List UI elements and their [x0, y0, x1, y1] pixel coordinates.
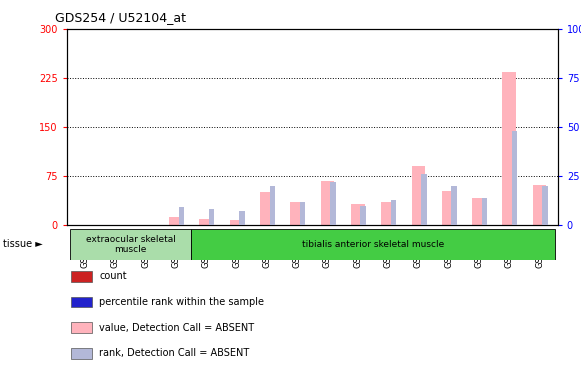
Bar	[482, 198, 487, 225]
Bar	[533, 184, 546, 225]
Bar	[300, 202, 306, 225]
Text: GDS254 / U52104_at: GDS254 / U52104_at	[55, 11, 186, 24]
Bar	[351, 204, 364, 225]
Bar	[178, 208, 184, 225]
Bar	[191, 229, 555, 260]
Bar	[169, 217, 183, 225]
Bar	[503, 72, 516, 225]
Text: percentile rank within the sample: percentile rank within the sample	[99, 297, 264, 307]
Bar	[260, 193, 274, 225]
Text: tissue ►: tissue ►	[3, 239, 42, 249]
Text: extraocular skeletal
muscle: extraocular skeletal muscle	[85, 235, 175, 254]
Bar	[421, 174, 426, 225]
Bar	[321, 181, 334, 225]
Text: rank, Detection Call = ABSENT: rank, Detection Call = ABSENT	[99, 348, 250, 358]
Bar	[70, 229, 191, 260]
Bar	[71, 296, 92, 307]
Text: tibialis anterior skeletal muscle: tibialis anterior skeletal muscle	[302, 240, 444, 249]
Bar	[472, 198, 486, 225]
Bar	[360, 206, 366, 225]
Bar	[442, 191, 456, 225]
Bar	[229, 220, 243, 225]
Bar	[330, 182, 336, 225]
Bar	[411, 166, 425, 225]
Bar	[512, 131, 518, 225]
Bar	[71, 271, 92, 282]
Bar	[391, 199, 396, 225]
Text: count: count	[99, 271, 127, 281]
Bar	[451, 186, 457, 225]
Bar	[270, 186, 275, 225]
Text: value, Detection Call = ABSENT: value, Detection Call = ABSENT	[99, 322, 254, 333]
Bar	[199, 219, 213, 225]
Bar	[71, 348, 92, 359]
Bar	[209, 209, 214, 225]
Bar	[290, 202, 304, 225]
Bar	[542, 186, 548, 225]
Bar	[381, 202, 395, 225]
Bar	[71, 322, 92, 333]
Bar	[239, 212, 245, 225]
